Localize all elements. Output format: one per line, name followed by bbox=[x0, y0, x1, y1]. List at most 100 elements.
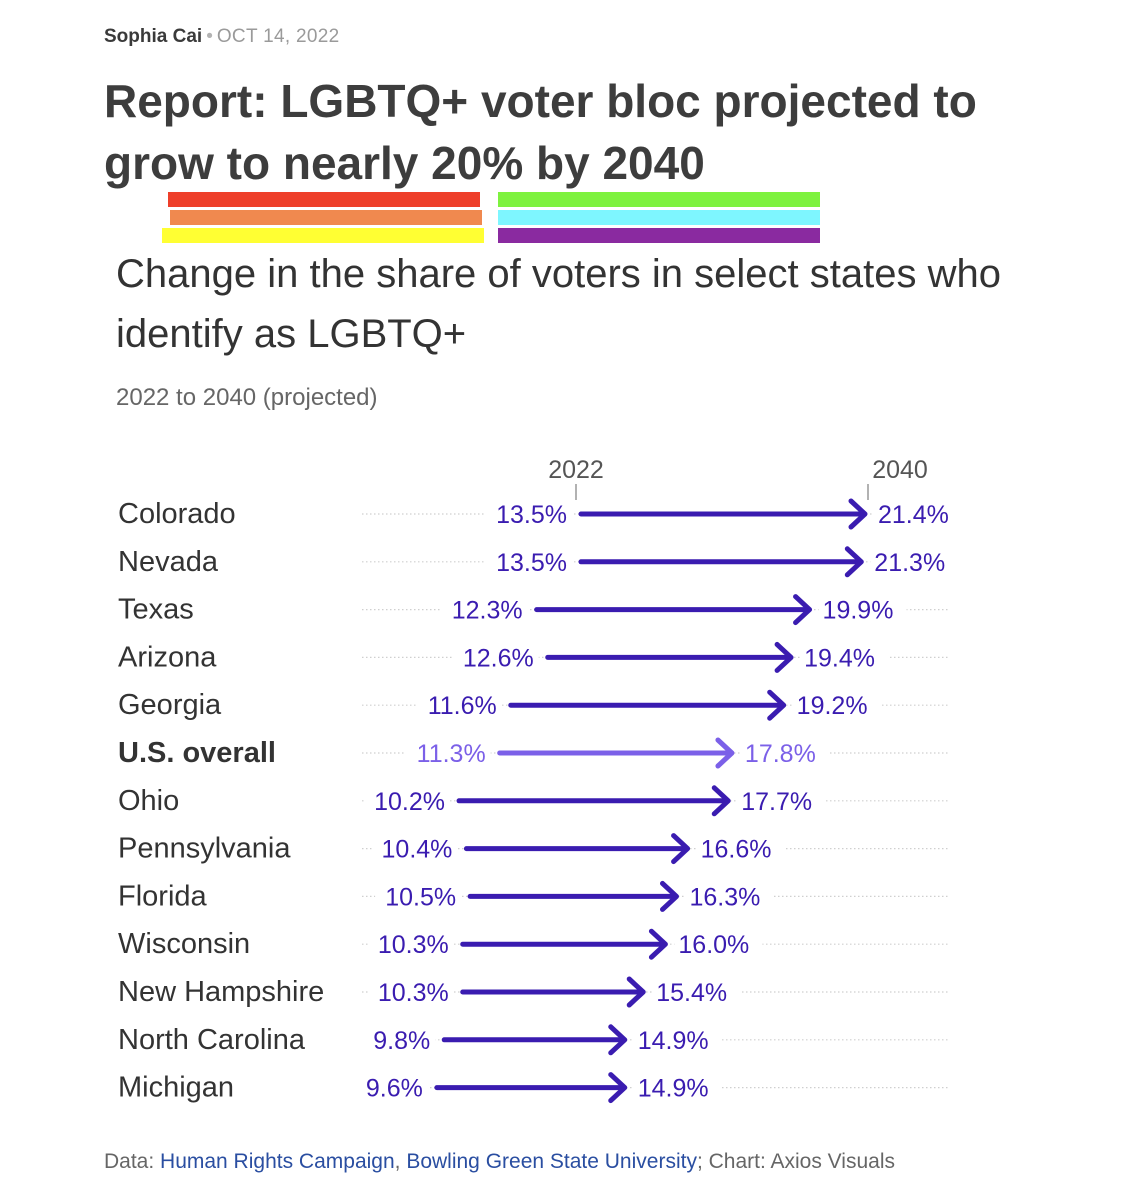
row-label: U.S. overall bbox=[118, 737, 276, 769]
start-value-label: 9.8% bbox=[373, 1027, 430, 1055]
arrow-head bbox=[774, 641, 794, 673]
footer-suffix: ; Chart: Axios Visuals bbox=[696, 1150, 895, 1173]
byline: Sophia Cai • OCT 14, 2022 bbox=[104, 26, 339, 48]
end-value-label: 19.4% bbox=[804, 644, 875, 672]
start-value-label: 10.3% bbox=[378, 931, 449, 959]
end-value-backing bbox=[874, 498, 962, 530]
arrow-head bbox=[715, 737, 735, 769]
stripe-green bbox=[498, 192, 820, 207]
end-value-label: 15.4% bbox=[656, 979, 727, 1007]
footer-prefix: Data: bbox=[104, 1150, 161, 1173]
row-label: Arizona bbox=[118, 641, 217, 673]
end-value-label: 21.4% bbox=[878, 501, 949, 529]
start-value-label: 10.5% bbox=[385, 883, 456, 911]
footer-separator: , bbox=[394, 1150, 407, 1173]
arrow-head bbox=[848, 498, 868, 530]
arrow-head bbox=[648, 928, 668, 960]
source-link-bgsu[interactable]: Bowling Green State University bbox=[406, 1150, 697, 1173]
start-year-label: 2022 bbox=[548, 456, 604, 484]
row-label: Georgia bbox=[118, 689, 222, 721]
end-value-label: 21.3% bbox=[874, 549, 945, 577]
row-label: Wisconsin bbox=[118, 928, 250, 960]
chart-row: Florida 10.5% 16.3% bbox=[118, 880, 948, 913]
end-value-backing bbox=[737, 784, 826, 817]
chart-subtitle: 2022 to 2040 (projected) bbox=[116, 384, 378, 411]
row-label: Ohio bbox=[118, 785, 179, 817]
stripe-purple bbox=[498, 228, 820, 243]
chart-row: Ohio 10.2% 17.7% bbox=[118, 784, 948, 817]
end-year-label: 2040 bbox=[872, 456, 928, 484]
row-label: Colorado bbox=[118, 498, 236, 530]
start-value-backing bbox=[367, 928, 454, 961]
end-value-label: 19.2% bbox=[797, 692, 868, 720]
start-value-label: 10.3% bbox=[378, 979, 449, 1007]
start-value-backing bbox=[415, 689, 502, 722]
end-value-label: 17.7% bbox=[741, 788, 812, 816]
start-value-label: 10.2% bbox=[374, 788, 445, 816]
start-value-label: 12.6% bbox=[463, 644, 534, 672]
row-label: New Hampshire bbox=[118, 976, 324, 1008]
chart-footer: Data: Human Rights Campaign, Bowling Gre… bbox=[104, 1150, 895, 1174]
end-value-label: 16.0% bbox=[678, 931, 749, 959]
arrow-head bbox=[793, 594, 813, 626]
row-label: Pennsylvania bbox=[118, 833, 291, 865]
stripe-red bbox=[168, 192, 480, 207]
arrow-head bbox=[711, 785, 731, 817]
end-value-label: 17.8% bbox=[745, 740, 816, 768]
end-value-backing bbox=[685, 880, 774, 913]
start-value-label: 10.4% bbox=[382, 836, 453, 864]
chart-row: Pennsylvania 10.4% 16.6% bbox=[118, 832, 948, 865]
chart-row: Nevada 13.5% 21.3% bbox=[118, 545, 959, 578]
end-value-backing bbox=[740, 737, 829, 769]
row-label: Nevada bbox=[118, 546, 219, 578]
publish-date: OCT 14, 2022 bbox=[216, 26, 340, 47]
start-value-backing bbox=[441, 593, 528, 626]
end-value-backing bbox=[800, 641, 889, 674]
chart-row: Georgia 11.6% 19.2% bbox=[118, 689, 948, 722]
end-value-backing bbox=[652, 976, 741, 1008]
start-value-backing bbox=[452, 641, 539, 674]
end-value-backing bbox=[674, 928, 763, 961]
arrow-head bbox=[608, 1072, 628, 1104]
end-value-backing bbox=[792, 689, 881, 722]
start-value-backing bbox=[486, 498, 572, 530]
start-value-label: 11.6% bbox=[428, 692, 497, 720]
end-value-backing bbox=[633, 1071, 722, 1104]
source-link-hrc[interactable]: Human Rights Campaign bbox=[160, 1150, 395, 1173]
arrow-head bbox=[608, 1024, 628, 1056]
end-value-backing bbox=[870, 545, 959, 578]
chart-row: Wisconsin 10.3% 16.0% bbox=[118, 928, 948, 961]
row-label: Texas bbox=[118, 594, 194, 626]
chart-row: North Carolina 9.8% 14.9% bbox=[118, 1023, 948, 1056]
end-value-backing bbox=[818, 593, 907, 626]
start-value-label: 11.3% bbox=[417, 740, 486, 768]
rainbow-underline bbox=[162, 192, 820, 243]
arrow-chart: 2022 2040 Colorado 13.5% 21.4% Nevada 13.5% 21.… bbox=[118, 456, 962, 1104]
chart-row: Colorado 13.5% 21.4% bbox=[118, 498, 962, 530]
arrow-head bbox=[626, 976, 646, 1008]
row-label: North Carolina bbox=[118, 1024, 306, 1056]
end-value-label: 14.9% bbox=[638, 1027, 709, 1055]
end-value-backing bbox=[696, 832, 785, 865]
chart-row: New Hampshire 10.3% 15.4% bbox=[118, 976, 948, 1008]
start-value-label: 12.3% bbox=[452, 597, 523, 625]
start-value-backing bbox=[486, 545, 572, 578]
chart-row: Texas 12.3% 19.9% bbox=[118, 593, 948, 626]
chart-row: Arizona 12.6% 19.4% bbox=[118, 641, 948, 674]
start-value-label: 13.5% bbox=[496, 501, 567, 529]
start-value-label: 9.6% bbox=[366, 1075, 423, 1103]
author-name[interactable]: Sophia Cai bbox=[104, 26, 203, 47]
chart-row: Michigan 9.6% 14.9% bbox=[118, 1071, 948, 1104]
start-value-label: 13.5% bbox=[496, 549, 567, 577]
start-value-backing bbox=[375, 880, 462, 913]
end-value-label: 19.9% bbox=[823, 597, 894, 625]
start-value-backing bbox=[349, 1023, 436, 1056]
arrow-head bbox=[844, 546, 864, 578]
start-value-backing bbox=[341, 1071, 428, 1104]
arrow-head bbox=[767, 689, 787, 721]
start-value-backing bbox=[371, 832, 458, 865]
arrow-head bbox=[671, 833, 691, 865]
start-value-backing bbox=[367, 976, 454, 1008]
stripe-cyan bbox=[498, 210, 820, 225]
arrow-head bbox=[659, 880, 679, 912]
